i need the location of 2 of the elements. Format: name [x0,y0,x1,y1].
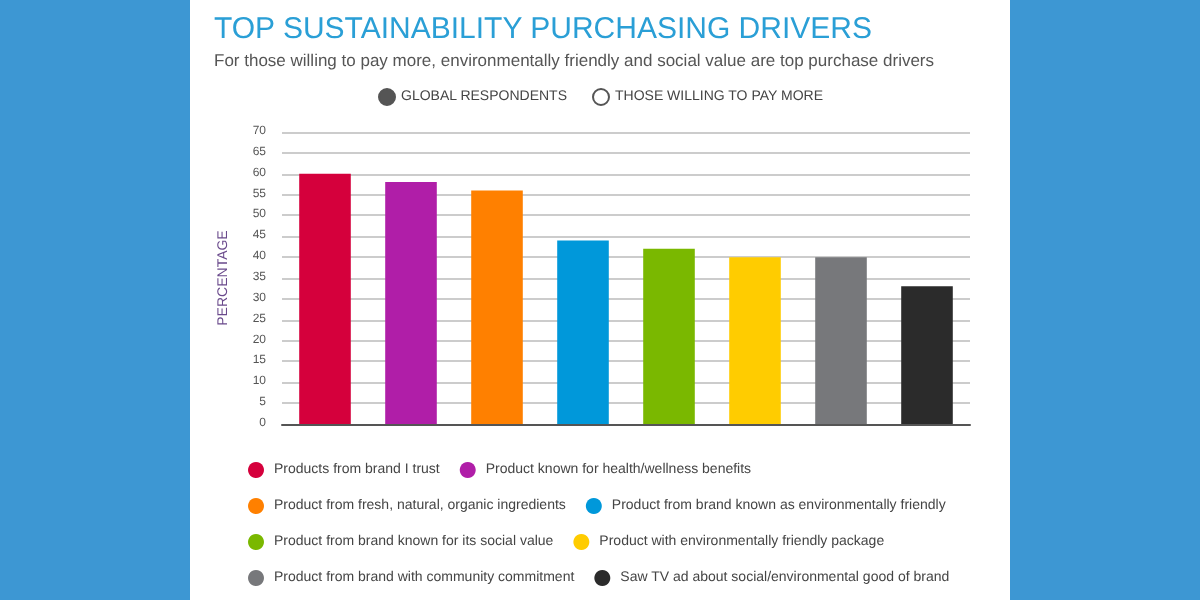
chart-subtitle: For those willing to pay more, environmentally friendly and social value are top purchase drivers [214,50,937,70]
chart-title: TOP SUSTAINABILITY PURCHASING DRIVERS [214,12,872,46]
